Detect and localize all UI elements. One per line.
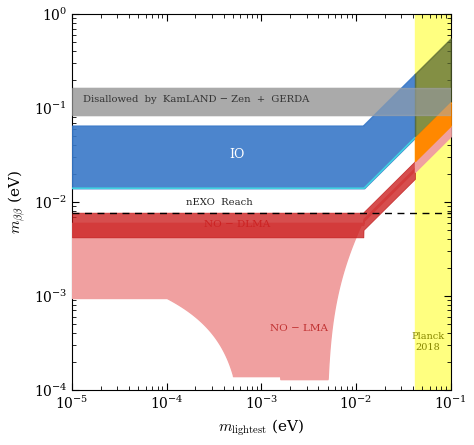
Bar — [415, 14, 451, 390]
Bar — [72, 88, 451, 115]
Text: NO − DLMA: NO − DLMA — [204, 220, 271, 229]
Text: nEXO  Reach: nEXO Reach — [186, 198, 253, 207]
Text: IO: IO — [229, 148, 245, 161]
Text: Planck
2018: Planck 2018 — [411, 332, 444, 352]
Text: Disallowed  by  KamLAND − Zen  +  GERDA: Disallowed by KamLAND − Zen + GERDA — [83, 95, 310, 105]
Y-axis label: $m_{\beta\beta}$ (eV): $m_{\beta\beta}$ (eV) — [7, 170, 28, 234]
X-axis label: $m_{\mathrm{lightest}}$ (eV): $m_{\mathrm{lightest}}$ (eV) — [218, 417, 305, 438]
Bar — [72, 88, 451, 115]
Text: NO − LMA: NO − LMA — [270, 324, 328, 333]
